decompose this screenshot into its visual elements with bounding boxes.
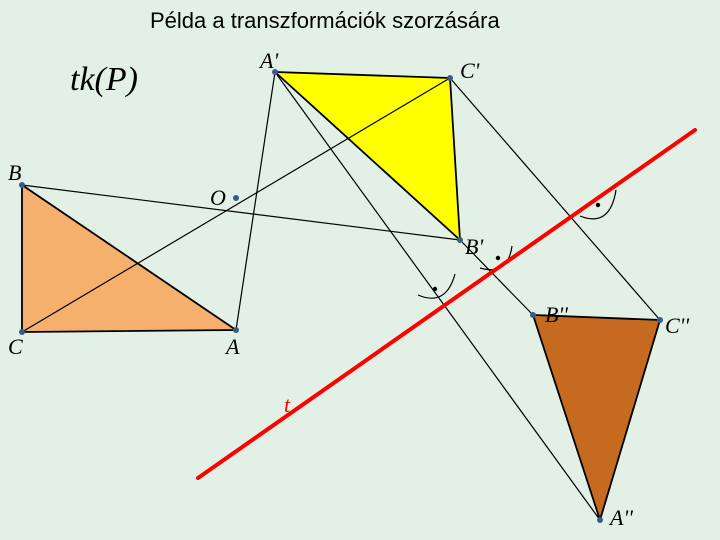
- label-B: B: [8, 160, 21, 185]
- arc-dot-2: [596, 203, 600, 207]
- point-A: [233, 327, 239, 333]
- point-Bpp: [530, 312, 536, 318]
- label-O: O: [210, 185, 226, 210]
- label-Cp: C': [460, 58, 480, 83]
- point-Cpp: [657, 317, 663, 323]
- label-App: A'': [608, 505, 633, 530]
- axis-t-label: t: [284, 392, 291, 417]
- label-Bp: B': [465, 234, 483, 259]
- point-Bp: [457, 237, 463, 243]
- formula-text: tk(P): [70, 61, 138, 98]
- label-C: C: [8, 334, 23, 359]
- label-Ap: A': [258, 48, 278, 73]
- point-O: [233, 195, 239, 201]
- point-App: [597, 517, 603, 523]
- label-A: A: [224, 334, 240, 359]
- point-Cp: [447, 75, 453, 81]
- arc-dot-0: [433, 287, 437, 291]
- label-Bpp: B'': [545, 302, 568, 327]
- label-Cpp: C'': [665, 313, 689, 338]
- arc-dot-1: [496, 256, 500, 260]
- title-text: Példa a transzformációk szorzására: [150, 8, 500, 33]
